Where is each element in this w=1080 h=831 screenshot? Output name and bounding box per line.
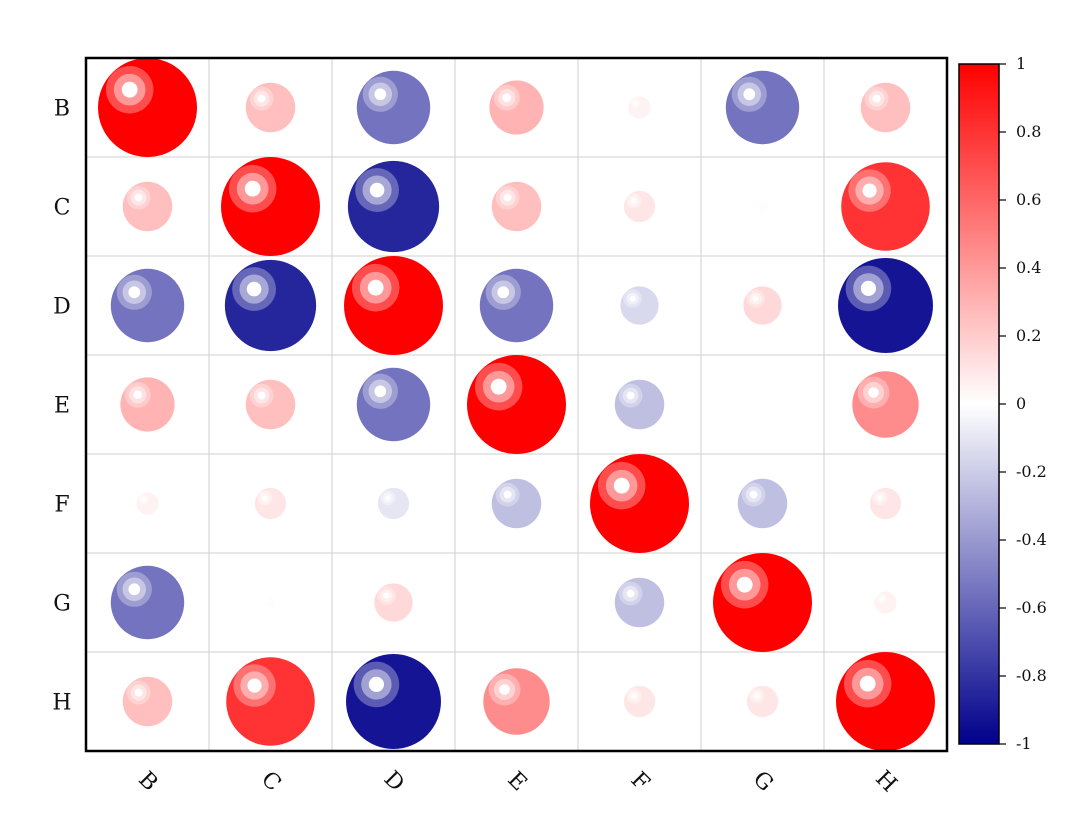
bubble-F-B	[136, 492, 159, 515]
plot-frame	[84, 56, 949, 753]
bubble-G-C	[265, 597, 276, 608]
bubble-G-G	[713, 553, 812, 652]
bubble-E-H	[852, 371, 919, 438]
row-label-E: E	[54, 394, 70, 419]
bubble-C-B	[122, 181, 173, 232]
row-label-G: G	[53, 592, 71, 617]
col-label-F: F	[626, 767, 654, 795]
bubble-D-H	[838, 258, 933, 353]
bubble-H-C	[226, 657, 315, 746]
colorbar-tick-label: -0.2	[1016, 462, 1047, 481]
bubble-B-H	[860, 82, 911, 133]
bubble-G-D	[374, 583, 413, 622]
colorbar-tick-label: -1	[1016, 734, 1032, 753]
colorbar-tick-label: -0.6	[1016, 598, 1047, 617]
bubble-B-D	[356, 70, 431, 145]
bubble-F-F	[590, 454, 689, 553]
bubble-H-F	[623, 685, 656, 718]
bubble-C-G	[757, 201, 768, 212]
bubble-H-H	[836, 652, 935, 751]
row-label-H: H	[52, 691, 71, 716]
bubble-E-D	[356, 367, 431, 442]
colorbar: 1 0.8 0.6 0.4 0.2 0 -0.2 -0.4 -0.6 -0.8 -1	[958, 54, 1047, 753]
colorbar-tick-label: 1	[1016, 54, 1026, 73]
row-label-D: D	[53, 295, 71, 320]
bubble-E-F	[614, 379, 665, 430]
bubbles	[98, 58, 935, 751]
colorbar-tick-label: -0.8	[1016, 666, 1047, 685]
bubble-F-C	[254, 487, 287, 520]
bubble-D-G	[743, 286, 782, 325]
bubble-G-B	[110, 565, 185, 640]
col-label-B: B	[133, 767, 162, 796]
bubble-B-B	[98, 58, 197, 157]
colorbar-tick-label: 0.4	[1016, 258, 1041, 277]
column-labels: B C D E F G H	[133, 766, 901, 797]
col-label-C: C	[256, 767, 286, 797]
col-label-E: E	[502, 767, 531, 796]
bubble-C-C	[221, 157, 320, 256]
bubble-H-D	[346, 654, 441, 749]
bubble-B-E	[489, 80, 544, 135]
col-label-H: H	[870, 766, 901, 797]
row-label-B: B	[54, 97, 70, 122]
bubble-B-C	[245, 82, 296, 133]
col-label-G: G	[748, 767, 778, 797]
colorbar-tick-label: 0.6	[1016, 190, 1041, 209]
colorbar-tick-label: 0.2	[1016, 326, 1041, 345]
bubble-E-C	[245, 379, 296, 430]
bubble-H-B	[122, 676, 173, 727]
bubble-D-E	[479, 268, 554, 343]
colorbar-tick-label: 0	[1016, 394, 1026, 413]
bubble-C-D	[347, 160, 440, 253]
row-label-C: C	[54, 196, 71, 221]
bubble-F-E	[491, 478, 542, 529]
bubble-D-B	[110, 268, 185, 343]
col-label-D: D	[379, 767, 409, 797]
bubble-B-G	[725, 70, 800, 145]
bubble-E-E	[467, 355, 566, 454]
bubble-F-D	[377, 487, 410, 520]
bubble-D-C	[224, 259, 317, 352]
bubble-H-G	[746, 685, 779, 718]
bubble-C-E	[491, 181, 542, 232]
colorbar-tick-label: 0.8	[1016, 122, 1041, 141]
colorbar-tick-label: -0.4	[1016, 530, 1047, 549]
bubble-F-H	[869, 487, 902, 520]
row-labels: B C D E F G H	[52, 97, 71, 716]
bubble-D-D	[344, 256, 443, 355]
bubble-D-F	[620, 286, 659, 325]
row-label-F: F	[54, 493, 69, 518]
bubble-H-E	[483, 668, 550, 735]
bubble-C-F	[623, 190, 656, 223]
bubble-G-H	[874, 591, 897, 614]
bubble-G-F	[614, 577, 665, 628]
colorbar-gradient	[958, 63, 1000, 745]
bubble-B-F	[628, 96, 651, 119]
bubble-C-H	[841, 162, 930, 251]
bubble-E-B	[120, 377, 175, 432]
bubble-F-G	[737, 478, 788, 529]
